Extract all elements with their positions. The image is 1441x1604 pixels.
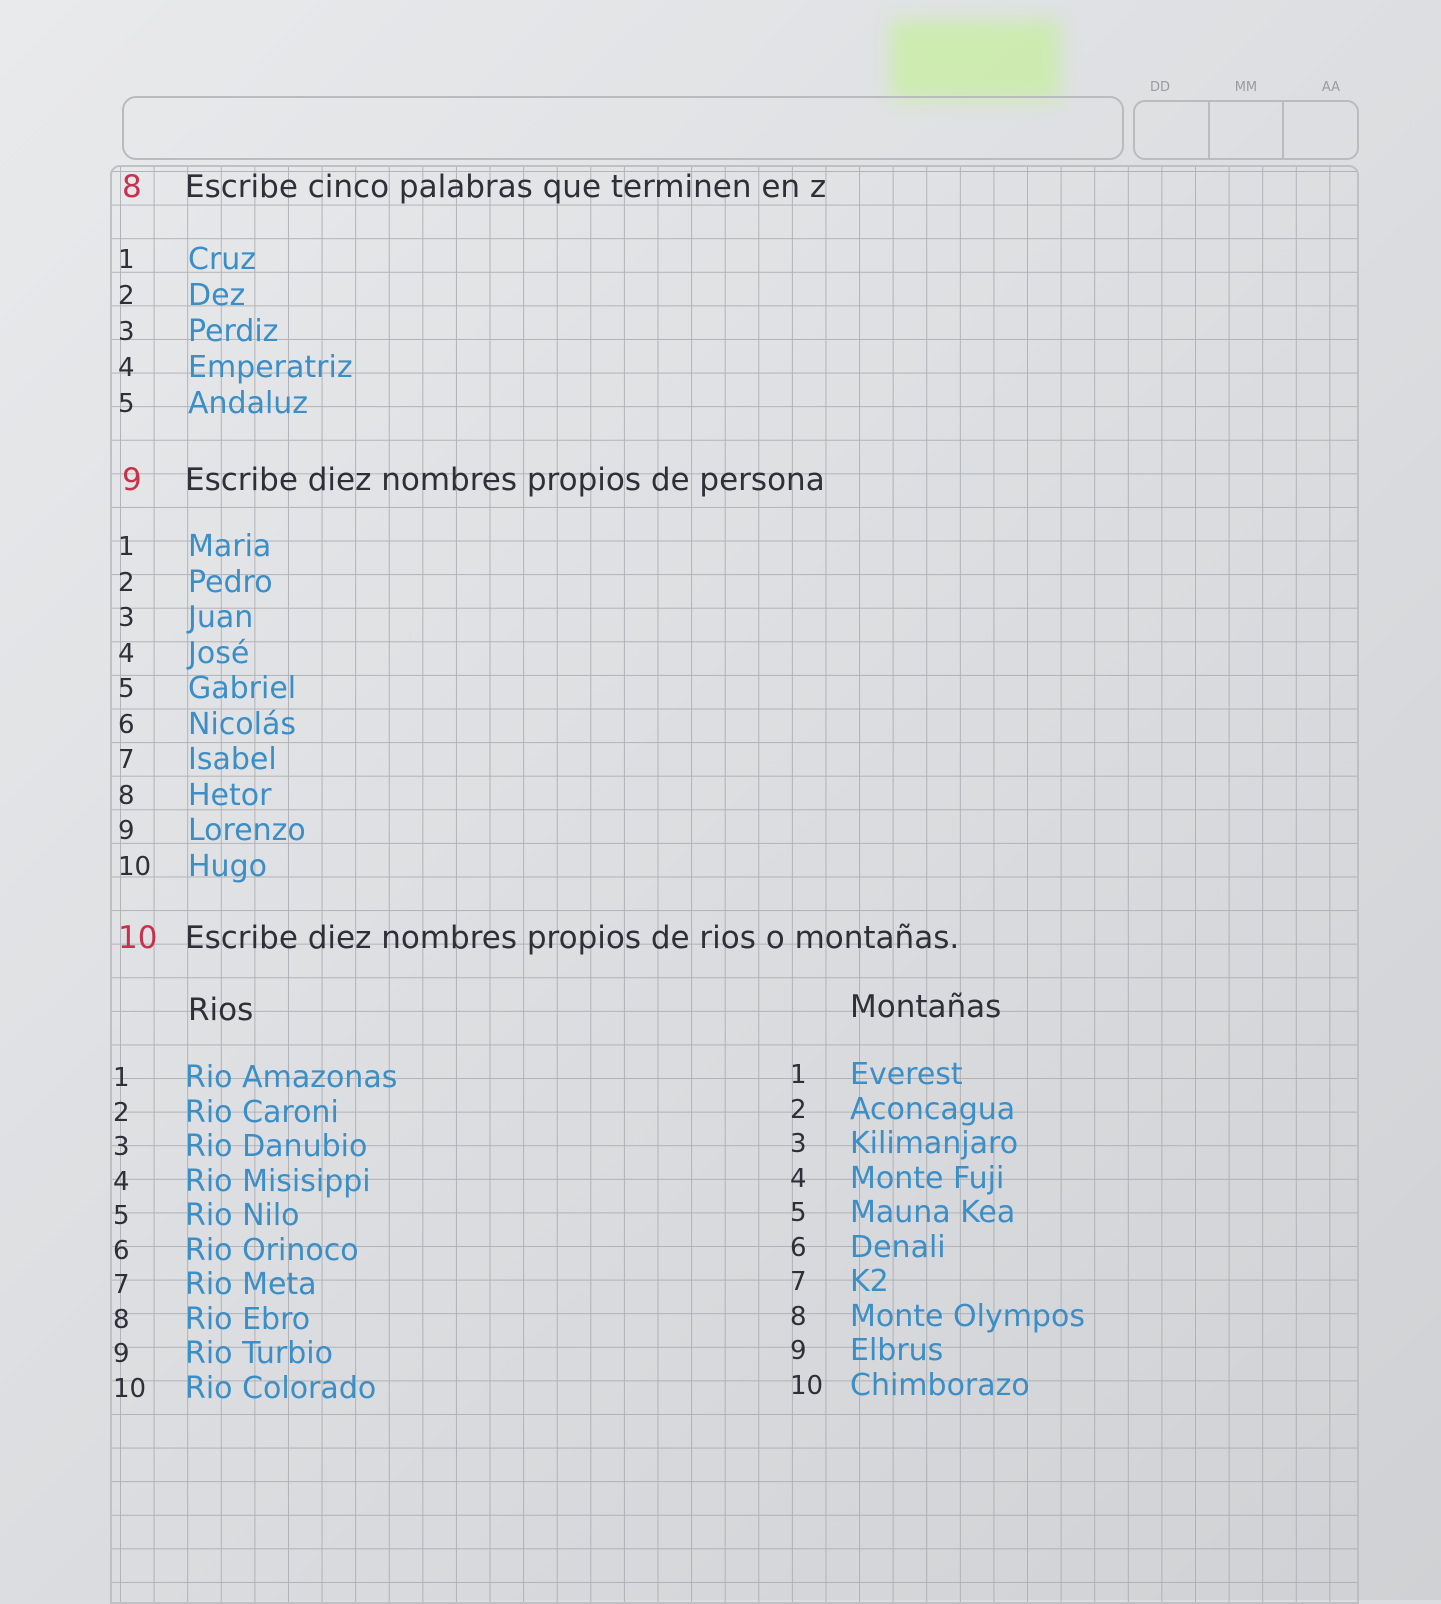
mountain-number: 3	[790, 1129, 807, 1159]
river-number: 1	[113, 1063, 130, 1093]
item-answer: Perdiz	[188, 314, 279, 349]
grid-paper	[110, 165, 1359, 1604]
mountains-heading: Montañas	[850, 989, 1002, 1025]
item-number: 3	[118, 317, 135, 347]
item-number: 5	[118, 389, 135, 419]
mountain-answer: Mauna Kea	[850, 1195, 1016, 1230]
mountain-answer: Monte Olympos	[850, 1298, 1085, 1334]
mountain-answer: Kilimanjaro	[850, 1126, 1019, 1161]
mountain-number: 8	[790, 1301, 807, 1332]
river-answer: Rio Ebro	[185, 1301, 311, 1337]
section-instruction: Escribe diez nombres propios de rios o m…	[185, 920, 960, 956]
item-number: 1	[118, 532, 135, 562]
river-number: 10	[113, 1373, 147, 1404]
item-answer: Gabriel	[188, 671, 297, 706]
date-labels: DD MM AA	[1150, 80, 1340, 95]
mountain-number: 7	[790, 1267, 807, 1297]
river-answer: Rio Nilo	[185, 1198, 300, 1233]
river-number: 7	[113, 1270, 130, 1300]
item-answer: Hugo	[188, 848, 267, 884]
item-number: 10	[118, 851, 152, 882]
river-number: 3	[113, 1132, 130, 1162]
date-box	[1133, 100, 1359, 160]
item-number: 8	[118, 780, 135, 811]
river-answer: Rio Meta	[185, 1267, 317, 1302]
section-number: 8	[122, 169, 142, 205]
item-answer: Maria	[188, 529, 272, 564]
mountain-answer: Monte Fuji	[850, 1160, 1005, 1196]
mountain-number: 5	[790, 1198, 807, 1228]
item-answer: Cruz	[188, 242, 257, 277]
river-answer: Rio Orinoco	[185, 1232, 359, 1268]
river-answer: Rio Colorado	[185, 1370, 377, 1406]
river-number: 9	[113, 1339, 130, 1369]
mountain-answer: Aconcagua	[850, 1091, 1016, 1127]
river-answer: Rio Misisippi	[185, 1163, 371, 1199]
mountain-number: 6	[790, 1232, 807, 1263]
title-box	[122, 96, 1124, 160]
item-answer: Hetor	[188, 777, 272, 813]
date-label-day: DD	[1150, 80, 1171, 95]
river-number: 6	[113, 1235, 130, 1266]
mountain-answer: Elbrus	[850, 1333, 944, 1368]
item-number: 4	[118, 353, 135, 383]
item-answer: Pedro	[188, 564, 273, 600]
item-number: 3	[118, 603, 135, 633]
item-number: 6	[118, 709, 135, 740]
item-answer: Lorenzo	[188, 813, 306, 848]
item-answer: Juan	[188, 600, 254, 635]
mountain-number: 10	[790, 1370, 824, 1401]
date-label-month: MM	[1234, 80, 1258, 95]
item-number: 1	[118, 245, 135, 275]
river-answer: Rio Amazonas	[185, 1060, 398, 1095]
item-answer: Isabel	[188, 742, 277, 777]
mountain-number: 4	[790, 1163, 807, 1194]
mountain-answer: Denali	[850, 1229, 946, 1265]
river-answer: Rio Danubio	[185, 1129, 368, 1164]
item-number: 9	[118, 816, 135, 846]
river-number: 5	[113, 1201, 130, 1231]
item-answer: Emperatriz	[188, 350, 353, 385]
rivers-heading: Rios	[188, 992, 254, 1028]
river-answer: Rio Caroni	[185, 1094, 339, 1130]
river-number: 4	[113, 1166, 130, 1197]
date-label-year: AA	[1321, 80, 1340, 95]
mountain-number: 2	[790, 1094, 807, 1125]
item-number: 2	[118, 281, 135, 311]
item-number: 4	[118, 638, 135, 669]
item-answer: Andaluz	[188, 386, 309, 421]
item-answer: José	[188, 635, 250, 671]
item-answer: Nicolás	[188, 706, 296, 742]
river-number: 2	[113, 1097, 130, 1128]
mountain-number: 9	[790, 1336, 807, 1366]
section-number: 10	[118, 920, 158, 956]
section-number: 9	[122, 462, 142, 498]
mountain-number: 1	[790, 1060, 807, 1090]
mountain-answer: Chimborazo	[850, 1367, 1030, 1403]
highlighter-mark	[890, 20, 1060, 100]
section-instruction: Escribe diez nombres propios de persona	[185, 462, 825, 498]
item-number: 2	[118, 567, 135, 598]
river-answer: Rio Turbio	[185, 1336, 333, 1371]
river-number: 8	[113, 1304, 130, 1335]
section-instruction: Escribe cinco palabras que terminen en z	[185, 169, 827, 205]
item-number: 5	[118, 674, 135, 704]
mountain-answer: K2	[850, 1264, 889, 1299]
item-answer: Dez	[188, 278, 246, 313]
mountain-answer: Everest	[850, 1057, 963, 1092]
item-number: 7	[118, 745, 135, 775]
